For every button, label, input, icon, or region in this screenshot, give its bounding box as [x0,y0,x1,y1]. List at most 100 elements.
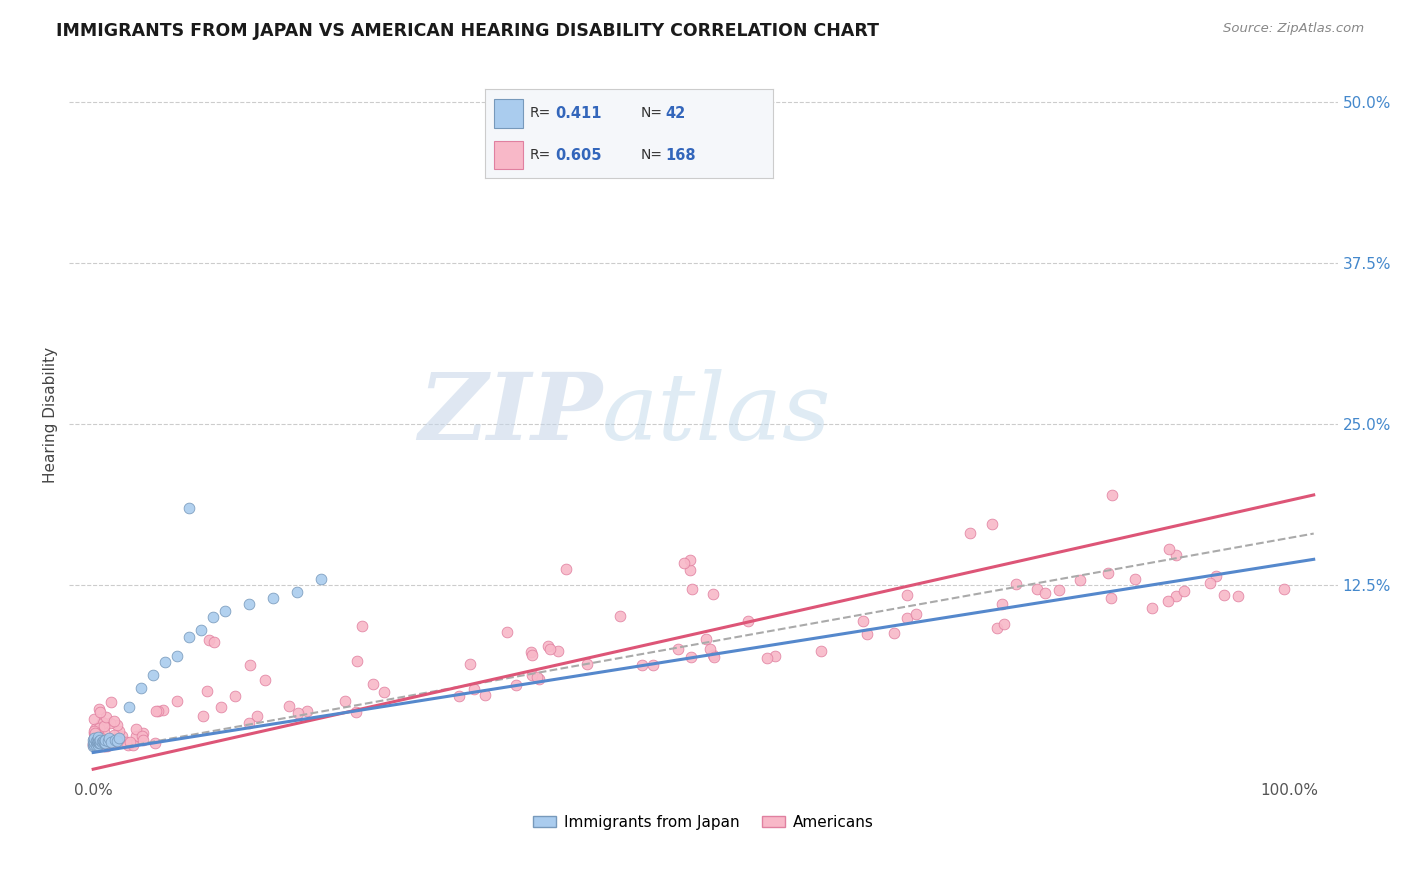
Point [87,731,110,746]
Point [132,726,155,740]
Point [84,723,107,738]
Point [763,649,786,664]
Point [84,725,107,739]
Point [344,705,367,719]
Point [97,733,120,747]
Y-axis label: Hearing Disability: Hearing Disability [44,346,58,483]
Point [959,526,981,541]
Point [1159,541,1181,556]
Point [526,670,548,684]
Point [177,500,200,515]
Point [94,736,117,750]
Point [495,624,517,639]
Point [631,657,654,672]
Point [458,657,481,671]
Point [361,677,384,691]
Text: N=: N= [641,148,662,162]
Point [108,724,131,739]
Text: 168: 168 [665,148,696,162]
Bar [494,141,523,169]
Point [105,734,128,748]
Point [166,648,188,663]
Point [86,736,108,750]
Point [202,635,225,649]
Point [285,584,308,599]
Point [262,591,284,605]
Point [737,614,759,628]
Point [986,622,1008,636]
Point [117,738,139,752]
Point [990,597,1012,611]
Point [89,705,111,719]
Point [125,722,148,736]
Point [93,733,115,747]
Text: 0.605: 0.605 [555,148,602,162]
Text: 42: 42 [665,106,686,120]
Bar [494,99,523,128]
Point [148,705,170,719]
Point [83,731,105,746]
Point [89,736,111,750]
Point [287,706,309,721]
Point [576,657,599,672]
Point [93,719,115,733]
Point [87,738,110,752]
Point [94,736,117,750]
Point [118,735,141,749]
Point [89,735,111,749]
Point [166,694,188,708]
Point [84,726,107,740]
Point [153,656,176,670]
Point [695,632,717,647]
Point [86,736,108,750]
Point [197,633,219,648]
Point [609,609,631,624]
Point [87,730,110,744]
Point [905,607,928,621]
Point [87,702,110,716]
Point [83,739,105,753]
Point [346,654,368,668]
Point [238,598,260,612]
Point [84,731,107,746]
Text: IMMIGRANTS FROM JAPAN VS AMERICAN HEARING DISABILITY CORRELATION CHART: IMMIGRANTS FROM JAPAN VS AMERICAN HEARIN… [56,22,879,40]
Point [1097,566,1119,581]
Point [214,604,236,618]
Point [641,658,664,673]
Point [89,736,111,750]
Point [1173,584,1195,599]
Point [852,614,875,628]
Point [1101,591,1123,605]
Point [224,689,246,703]
Point [104,736,127,750]
Point [82,732,104,747]
Point [131,729,153,743]
Point [118,700,141,714]
Point [114,735,136,749]
Point [145,736,167,750]
Point [1026,582,1049,597]
Point [96,709,118,723]
Point [86,736,108,750]
Point [810,644,832,658]
Point [86,731,108,745]
Point [1166,589,1188,603]
Point [896,610,918,624]
Point [84,731,107,746]
Point [1005,576,1028,591]
Point [1213,588,1236,602]
Point [679,649,702,664]
Point [756,651,779,665]
Point [83,735,105,749]
Point [89,732,111,747]
Point [209,700,232,714]
Point [103,714,125,729]
Point [1069,573,1091,587]
Point [679,563,702,577]
Point [84,735,107,749]
Point [1033,585,1056,599]
Point [100,695,122,709]
Point [82,736,104,750]
Point [132,733,155,747]
Point [547,644,569,658]
